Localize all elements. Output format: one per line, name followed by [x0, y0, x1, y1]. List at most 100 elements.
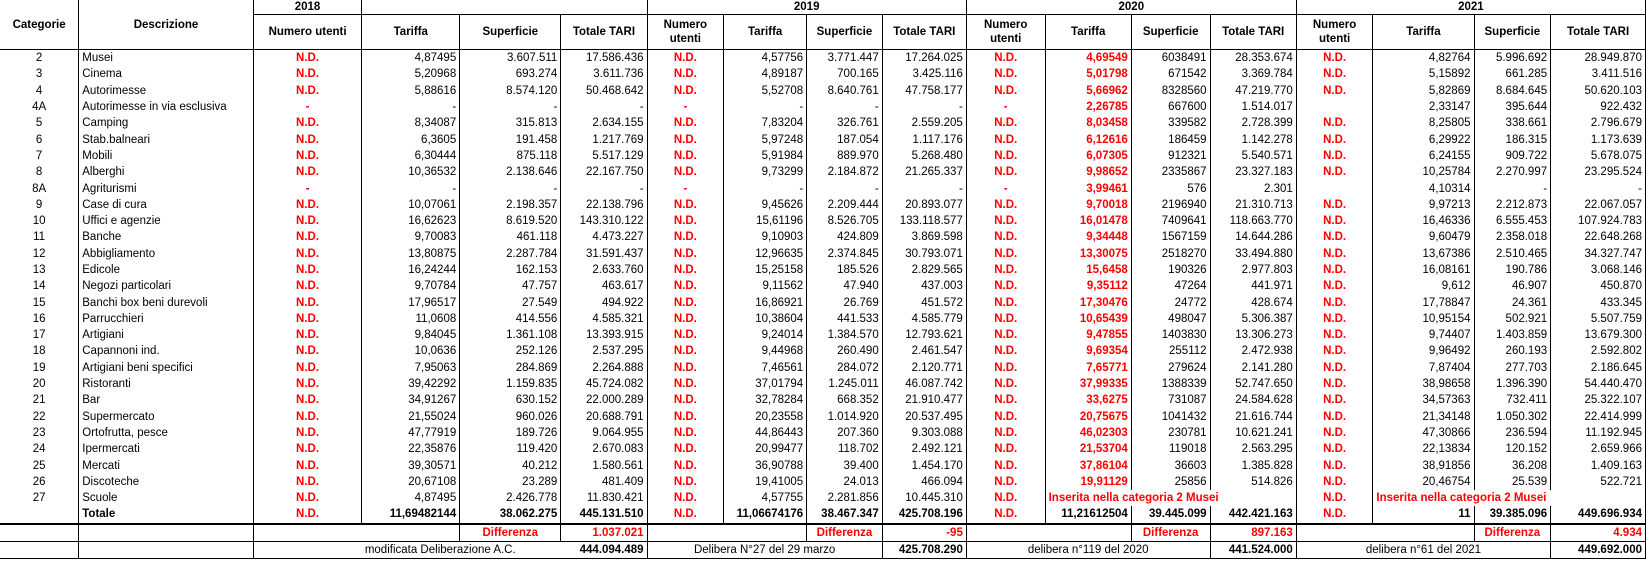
table-row: 2 Musei N.D. 4,87495 3.607.511 17.586.436 N.D.… — [0, 49, 1646, 67]
tariffa-cell: - — [723, 180, 808, 197]
category-cell: 15 — [0, 294, 80, 311]
header-numero-utenti: Numero utenti — [253, 14, 363, 50]
superficie-cell: 912321 — [1131, 147, 1211, 165]
superficie-cell: 2.184.872 — [806, 164, 883, 181]
tariffa-cell: 4,87495 — [361, 490, 461, 507]
table-row: 15 Banchi box beni durevoli N.D. 17,96517 27… — [0, 294, 1646, 311]
superficie-cell: 2.198.357 — [459, 196, 562, 213]
totale-tari-cell: 31.591.437 — [560, 245, 648, 262]
tariffa-cell: 9,70083 — [361, 229, 461, 246]
utenti-cell: N.D. — [647, 66, 725, 83]
table-row: 7 Mobili N.D. 6,30444 875.118 5.517.129 N.D. 5,… — [0, 147, 1646, 165]
superficie-cell: 120.152 — [1474, 441, 1552, 458]
differenza-2018-value: 1.037.021 — [560, 523, 648, 542]
totale-tari-cell: 22.648.268 — [1550, 229, 1646, 246]
superficie-cell: 668.352 — [806, 392, 883, 409]
description-cell: Bar — [78, 392, 254, 409]
totale-tari-cell: 922.432 — [1550, 98, 1646, 116]
total-2021-utenti: N.D. — [1296, 506, 1374, 525]
superficie-cell: 118.702 — [806, 441, 883, 458]
utenti-cell: N.D. — [1296, 457, 1374, 474]
totale-tari-cell: 11.192.945 — [1550, 424, 1646, 442]
description-cell: Agriturismi — [78, 180, 254, 197]
description-cell: Cinema — [78, 66, 254, 83]
totale-tari-cell: - — [1550, 180, 1646, 197]
totale-tari-cell: 514.826 — [1210, 473, 1297, 491]
totale-tari-cell: 2.492.121 — [882, 441, 967, 458]
totale-tari-cell: 1.173.639 — [1550, 131, 1646, 148]
spacer-cell — [647, 523, 724, 542]
tariffa-cell: 4,57755 — [723, 490, 808, 507]
tariffa-cell: 7,46561 — [723, 359, 808, 376]
tariffa-cell: 20,46754 — [1372, 473, 1475, 491]
totale-tari-cell: 3.369.784 — [1210, 66, 1297, 83]
tariffa-cell: 36,90788 — [723, 457, 808, 474]
totale-tari-cell: 33.494.880 — [1210, 245, 1297, 262]
superficie-cell: 2.209.444 — [806, 196, 883, 213]
utenti-cell: N.D. — [253, 392, 363, 409]
description-cell: Abbigliamento — [78, 245, 254, 262]
description-cell: Edicole — [78, 261, 254, 279]
totale-tari-cell: 30.793.071 — [882, 245, 967, 262]
category-cell: 9 — [0, 196, 80, 213]
totale-tari-cell: 9.303.088 — [882, 424, 967, 442]
superficie-cell: 2518270 — [1131, 245, 1211, 262]
utenti-cell: N.D. — [966, 375, 1046, 393]
total-2018-superficie: 38.062.275 — [459, 506, 562, 525]
tariffa-cell: 16,46336 — [1372, 212, 1475, 230]
utenti-cell: N.D. — [647, 261, 725, 279]
tariffa-cell: 5,15892 — [1372, 66, 1475, 83]
superficie-cell: 8.526.705 — [806, 212, 883, 230]
table-row: 22 Supermercato N.D. 21,55024 960.026 20.688.… — [0, 408, 1646, 425]
tariffa-cell: 5,52708 — [723, 82, 808, 99]
totale-tari-cell: 1.142.278 — [1210, 131, 1297, 148]
utenti-cell: N.D. — [647, 229, 725, 246]
tariffa-cell: 16,86921 — [723, 294, 808, 311]
category-cell: 3 — [0, 66, 80, 83]
totale-tari-cell: 10.445.310 — [882, 490, 967, 507]
totale-tari-cell: 22.000.289 — [560, 392, 648, 409]
utenti-cell: N.D. — [647, 490, 725, 507]
utenti-cell: N.D. — [1296, 196, 1374, 213]
totale-tari-cell: 13.306.273 — [1210, 327, 1297, 344]
utenti-cell: N.D. — [253, 327, 363, 344]
superficie-cell: 338.661 — [1474, 115, 1552, 132]
utenti-cell: N.D. — [966, 490, 1046, 507]
tariffa-cell: 5,82869 — [1372, 82, 1475, 99]
totale-tari-cell: 466.094 — [882, 473, 967, 491]
tariffa-cell: 21,55024 — [361, 408, 461, 425]
superficie-cell: 414.556 — [459, 310, 562, 328]
differenza-2021-label: Differenza — [1474, 523, 1552, 542]
superficie-cell: 1.403.859 — [1474, 327, 1552, 344]
total-2019-tari: 425.708.196 — [882, 506, 967, 525]
total-2021-tariffa: 11 — [1372, 506, 1475, 525]
tariffa-cell: 10,0636 — [361, 343, 461, 360]
tariffa-cell: 13,80875 — [361, 245, 461, 262]
utenti-cell: N.D. — [1296, 424, 1374, 442]
tariffa-cell: 13,67386 — [1372, 245, 1475, 262]
superficie-cell: 8.640.761 — [806, 82, 883, 99]
tariffa-cell: 9,35112 — [1045, 278, 1132, 295]
tariffa-cell: 9,73299 — [723, 164, 808, 181]
header-year-2019: 2019 — [647, 0, 967, 15]
utenti-cell: - — [966, 98, 1046, 116]
superficie-cell: 2.281.856 — [806, 490, 883, 507]
totale-tari-cell: 1.217.769 — [560, 131, 648, 148]
table-row: 20 Ristoranti N.D. 39,42292 1.159.835 45.724.… — [0, 375, 1646, 393]
utenti-cell: N.D. — [1296, 294, 1374, 311]
year-header-row: Categorie Descrizione 2018 2019 2020 202… — [0, 0, 1646, 50]
differenza-2019-value: -95 — [882, 523, 967, 542]
description-cell: Musei — [78, 49, 254, 67]
table-row: 23 Ortofrutta, pesce N.D. 47,77919 189.726 9.… — [0, 424, 1646, 442]
total-2018-tariffa: 11,69482144 — [361, 506, 461, 525]
tariffa-cell: 34,57363 — [1372, 392, 1475, 409]
utenti-cell: N.D. — [1296, 359, 1374, 376]
utenti-cell: N.D. — [647, 424, 725, 442]
superficie-cell: 187.054 — [806, 131, 883, 148]
tariffa-cell: 32,78284 — [723, 392, 808, 409]
superficie-cell: 25.539 — [1474, 473, 1552, 491]
superficie-cell: - — [806, 180, 883, 197]
utenti-cell: N.D. — [1296, 278, 1374, 295]
utenti-cell: N.D. — [966, 49, 1046, 67]
superficie-cell: 260.193 — [1474, 343, 1552, 360]
